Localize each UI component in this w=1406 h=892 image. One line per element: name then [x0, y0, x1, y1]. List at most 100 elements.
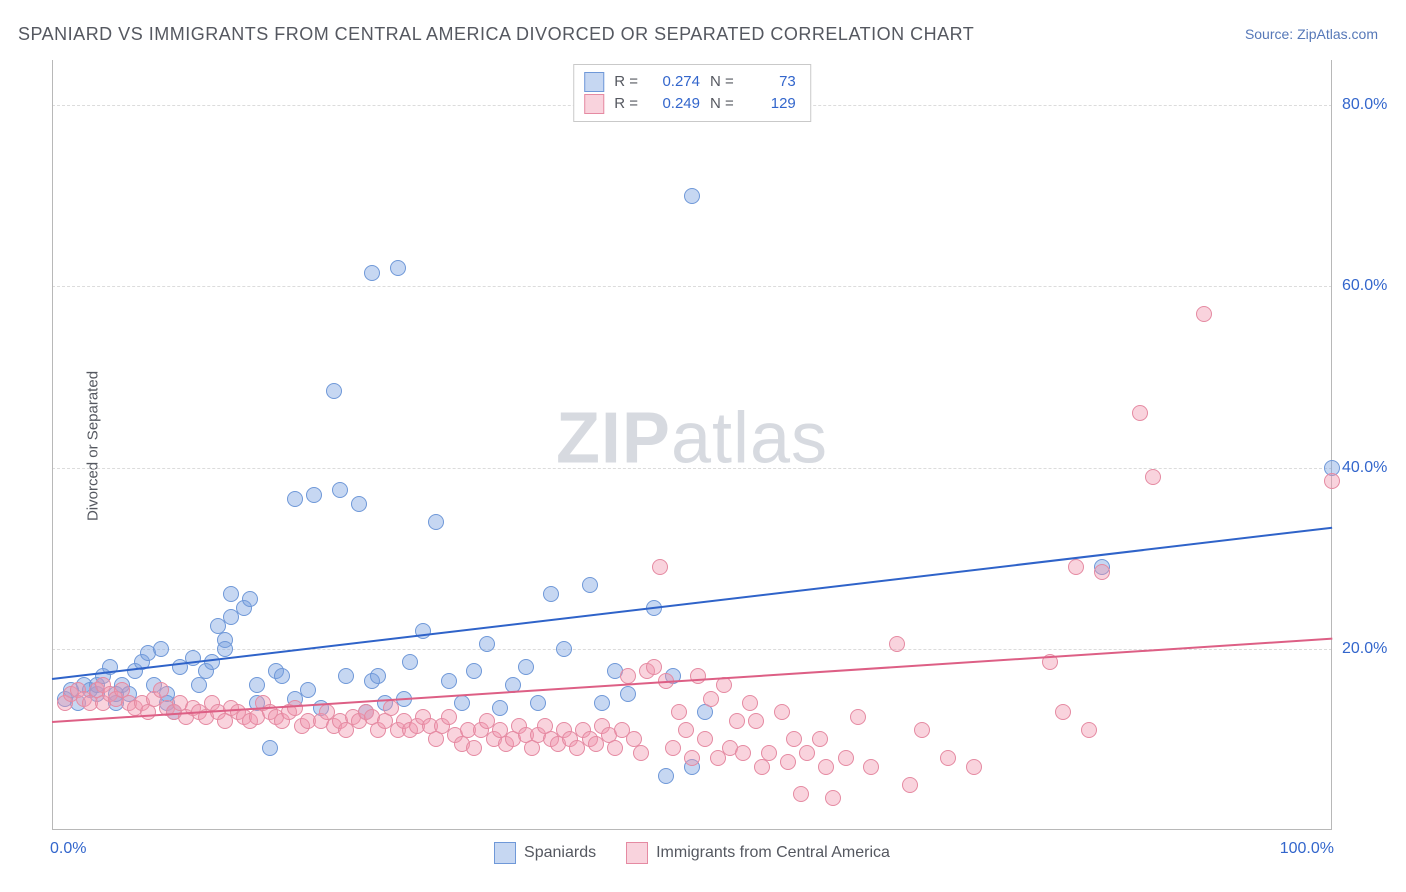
r-label: R =	[614, 71, 638, 93]
scatter-point-series-1	[818, 759, 834, 775]
gridline	[52, 468, 1332, 469]
y-tick-label: 40.0%	[1342, 459, 1387, 477]
y-tick-label: 60.0%	[1342, 277, 1387, 295]
scatter-point-series-1	[1132, 405, 1148, 421]
scatter-point-series-1	[966, 759, 982, 775]
scatter-point-series-0	[223, 586, 239, 602]
scatter-point-series-0	[479, 636, 495, 652]
axis-bottom	[52, 829, 1332, 830]
scatter-point-series-1	[690, 668, 706, 684]
chart-title: SPANIARD VS IMMIGRANTS FROM CENTRAL AMER…	[18, 24, 974, 45]
scatter-point-series-1	[793, 786, 809, 802]
scatter-point-series-0	[153, 641, 169, 657]
scatter-point-series-1	[684, 750, 700, 766]
r-value-0: 0.274	[648, 71, 700, 93]
scatter-point-series-1	[1145, 469, 1161, 485]
scatter-point-series-1	[914, 722, 930, 738]
r-value-1: 0.249	[648, 93, 700, 115]
scatter-point-series-1	[1196, 306, 1212, 322]
scatter-point-series-0	[518, 659, 534, 675]
scatter-point-series-0	[684, 188, 700, 204]
scatter-point-series-1	[902, 777, 918, 793]
legend-label-0: Spaniards	[524, 844, 596, 862]
scatter-point-series-1	[863, 759, 879, 775]
scatter-point-series-0	[351, 496, 367, 512]
scatter-point-series-1	[678, 722, 694, 738]
gridline	[52, 286, 1332, 287]
scatter-point-series-0	[441, 673, 457, 689]
scatter-point-series-0	[204, 654, 220, 670]
scatter-point-series-1	[441, 709, 457, 725]
scatter-point-series-1	[761, 745, 777, 761]
x-tick-0: 0.0%	[50, 840, 86, 858]
scatter-point-series-1	[825, 790, 841, 806]
axis-left	[52, 60, 53, 830]
watermark-light: atlas	[671, 398, 828, 478]
scatter-point-series-1	[774, 704, 790, 720]
source-label: Source: ZipAtlas.com	[1245, 26, 1378, 42]
scatter-point-series-0	[466, 663, 482, 679]
axis-right	[1331, 60, 1332, 830]
scatter-point-series-0	[364, 265, 380, 281]
legend-swatch-1	[584, 94, 604, 114]
legend-swatch-1b	[626, 842, 648, 864]
n-value-0: 73	[744, 71, 796, 93]
legend-label-1: Immigrants from Central America	[656, 844, 890, 862]
r-label: R =	[614, 93, 638, 115]
scatter-point-series-0	[543, 586, 559, 602]
scatter-point-series-1	[1055, 704, 1071, 720]
y-tick-label: 20.0%	[1342, 640, 1387, 658]
scatter-point-series-1	[729, 713, 745, 729]
scatter-point-series-1	[1094, 564, 1110, 580]
scatter-point-series-0	[274, 668, 290, 684]
scatter-point-series-0	[326, 383, 342, 399]
scatter-point-series-0	[262, 740, 278, 756]
scatter-point-series-0	[370, 668, 386, 684]
scatter-point-series-0	[594, 695, 610, 711]
n-label: N =	[710, 93, 734, 115]
scatter-point-series-1	[735, 745, 751, 761]
scatter-point-series-0	[217, 641, 233, 657]
scatter-point-series-1	[287, 700, 303, 716]
legend-row-series-0: R = 0.274 N = 73	[584, 71, 796, 93]
scatter-point-series-0	[402, 654, 418, 670]
scatter-point-series-0	[454, 695, 470, 711]
scatter-point-series-1	[633, 745, 649, 761]
chart-area: ZIPatlas R = 0.274 N = 73 R = 0.249 N = …	[52, 60, 1332, 830]
correlation-legend: R = 0.274 N = 73 R = 0.249 N = 129	[573, 64, 811, 122]
scatter-point-series-0	[530, 695, 546, 711]
scatter-point-series-0	[390, 260, 406, 276]
scatter-point-series-1	[153, 682, 169, 698]
scatter-point-series-0	[249, 677, 265, 693]
scatter-point-series-0	[620, 686, 636, 702]
scatter-point-series-0	[287, 491, 303, 507]
scatter-point-series-1	[665, 740, 681, 756]
legend-row-series-1: R = 0.249 N = 129	[584, 93, 796, 115]
scatter-point-series-0	[300, 682, 316, 698]
series-legend: Spaniards Immigrants from Central Americ…	[52, 842, 1332, 864]
scatter-point-series-0	[332, 482, 348, 498]
scatter-point-series-1	[1081, 722, 1097, 738]
scatter-point-series-0	[556, 641, 572, 657]
scatter-point-series-0	[338, 668, 354, 684]
scatter-point-series-1	[1068, 559, 1084, 575]
scatter-point-series-0	[306, 487, 322, 503]
scatter-point-series-1	[850, 709, 866, 725]
legend-item-1: Immigrants from Central America	[626, 842, 890, 864]
legend-item-0: Spaniards	[494, 842, 596, 864]
scatter-point-series-1	[646, 659, 662, 675]
scatter-point-series-1	[697, 731, 713, 747]
scatter-point-series-1	[742, 695, 758, 711]
scatter-point-series-0	[428, 514, 444, 530]
scatter-point-series-1	[466, 740, 482, 756]
scatter-point-series-1	[889, 636, 905, 652]
scatter-point-series-1	[780, 754, 796, 770]
n-value-1: 129	[744, 93, 796, 115]
scatter-point-series-0	[242, 591, 258, 607]
scatter-point-series-1	[748, 713, 764, 729]
scatter-point-series-1	[620, 668, 636, 684]
legend-swatch-0	[584, 72, 604, 92]
scatter-point-series-1	[1324, 473, 1340, 489]
scatter-point-series-0	[492, 700, 508, 716]
x-tick-1: 100.0%	[1280, 840, 1334, 858]
